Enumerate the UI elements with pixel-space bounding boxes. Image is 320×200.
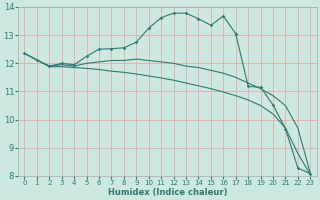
X-axis label: Humidex (Indice chaleur): Humidex (Indice chaleur) [108,188,227,197]
